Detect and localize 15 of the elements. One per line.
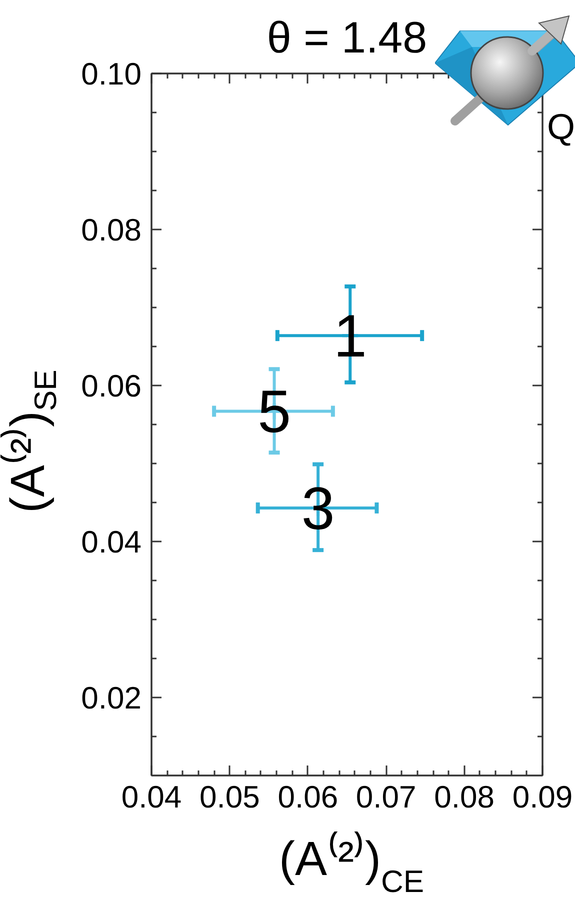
- x-axis-title: (A⁽²⁾)$_{CE}$: [278, 833, 426, 899]
- y-tick-label: 0.02: [81, 680, 142, 716]
- y-tick-label: 0.04: [81, 524, 142, 560]
- y-tick-label: 0.06: [81, 368, 142, 404]
- x-tick-label: 0.05: [200, 780, 260, 814]
- chart-title: θ = 1.48: [266, 14, 428, 62]
- x-tick-label: 0.07: [356, 780, 416, 814]
- y-axis-title: (A⁽²⁾)SE: [2, 368, 64, 515]
- x-tick-label: 0.06: [278, 780, 338, 814]
- x-tick-label: 0.08: [434, 780, 494, 814]
- y-tick-label: 0.10: [81, 56, 142, 92]
- text: Q: [546, 106, 575, 147]
- x-tick-label: 0.04: [121, 780, 182, 814]
- y-tick-label: 0.08: [81, 212, 142, 248]
- x-tick-label: 0.09: [512, 780, 573, 814]
